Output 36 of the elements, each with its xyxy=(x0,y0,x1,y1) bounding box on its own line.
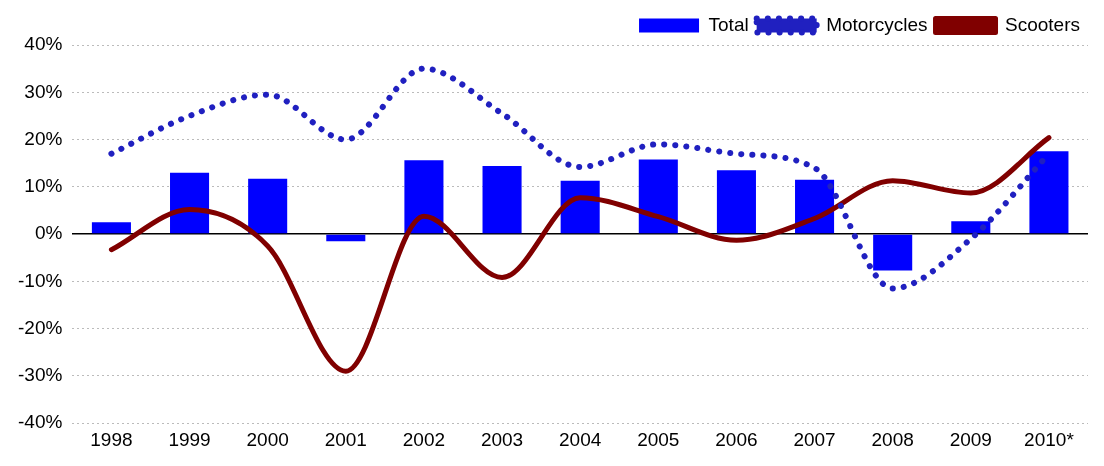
y-tick-label: -40% xyxy=(18,411,63,433)
x-tick-label: 2005 xyxy=(637,428,680,450)
y-tick-label: -20% xyxy=(18,316,63,338)
bar xyxy=(873,234,913,271)
bar xyxy=(326,234,366,242)
y-tick-label: 20% xyxy=(24,127,63,149)
y-tick-label: 10% xyxy=(24,175,63,197)
legend-label: Total xyxy=(708,13,749,35)
x-tick-label: 2007 xyxy=(793,428,836,450)
y-tick-label: 0% xyxy=(34,222,63,244)
x-tick-label: 2000 xyxy=(246,428,289,450)
legend-label: Motorcycles xyxy=(826,13,928,35)
bar xyxy=(716,170,756,234)
x-tick-label: 2004 xyxy=(559,428,602,450)
legend-label: Scooters xyxy=(1005,13,1080,35)
y-tick-label: 40% xyxy=(24,33,63,55)
y-tick-label: -30% xyxy=(18,364,63,386)
x-tick-label: 1998 xyxy=(90,428,133,450)
bar xyxy=(638,159,678,234)
bar xyxy=(91,222,131,234)
bar xyxy=(170,172,210,234)
bar xyxy=(248,178,288,234)
x-tick-label: 2003 xyxy=(480,428,524,450)
x-tick-label: 2001 xyxy=(324,428,367,450)
y-tick-label: -10% xyxy=(18,269,63,291)
x-tick-label: 2009 xyxy=(949,428,992,450)
x-tick-label: 2006 xyxy=(715,428,758,450)
x-tick-label: 1999 xyxy=(168,428,211,450)
x-tick-label: 2008 xyxy=(871,428,914,450)
bar xyxy=(482,166,522,234)
bar xyxy=(951,221,991,234)
y-tick-label: 30% xyxy=(24,80,63,102)
x-tick-label: 2010* xyxy=(1024,428,1075,450)
x-tick-label: 2002 xyxy=(402,428,446,450)
bar xyxy=(404,160,444,234)
bar xyxy=(1029,151,1069,234)
